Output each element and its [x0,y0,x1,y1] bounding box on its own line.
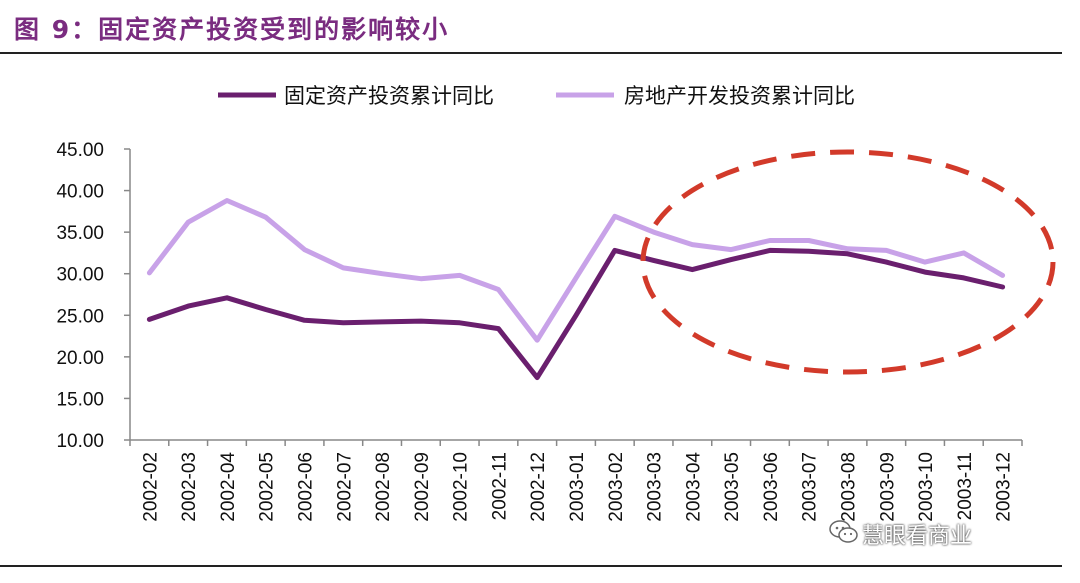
x-tick-label: 2002-12 [528,452,549,522]
x-tick-label: 2002-05 [257,452,278,522]
x-tick-label: 2003-11 [955,452,976,520]
watermark-text: 慧眼看商业 [862,524,973,549]
figure-title: 图 9：固定资产投资受到的影响较小 [14,15,450,44]
x-tick-label: 2003-09 [877,452,898,522]
y-tick-label: 35.00 [56,223,104,244]
x-tick-label: 2002-08 [373,452,394,522]
x-tick-label: 2003-01 [567,452,588,522]
x-tick-label: 2002-10 [451,452,472,522]
x-tick-label: 2002-03 [179,452,200,522]
x-tick-label: 2003-06 [761,452,782,522]
x-tick-label: 2002-11 [489,452,510,520]
wechat-icon [829,520,858,543]
highlight-ellipse [640,149,1056,375]
x-tick-label: 2003-12 [994,452,1015,522]
x-tick-label: 2002-04 [218,452,239,522]
x-tick-label: 2002-09 [412,452,433,522]
y-tick-label: 20.00 [56,348,104,369]
y-tick-label: 45.00 [56,140,104,161]
x-tick-label: 2003-04 [683,452,704,522]
x-tick-label: 2003-07 [800,452,821,522]
series-line-1 [146,247,1006,381]
y-tick-label: 10.00 [56,431,104,452]
legend-label-1: 固定资产投资累计同比 [284,84,494,108]
x-tick-label: 2002-07 [334,452,355,522]
top-rule [0,52,1062,54]
x-tick-label: 2003-02 [606,452,627,522]
y-tick-label: 40.00 [56,182,104,203]
series-lines [146,198,1006,381]
x-tick-label: 2003-10 [916,452,937,522]
y-tick-label: 30.00 [56,265,104,286]
x-tick-label: 2003-03 [645,452,666,522]
x-axis: 2002-02 2002-03 2002-04 2002-05 2002-06 2002-… [129,439,1023,522]
x-tick-label: 2003-05 [722,452,743,522]
legend-label-2: 房地产开发投资累计同比 [624,84,855,108]
x-tick-label: 2003-08 [838,452,859,522]
y-tick-label: 25.00 [56,306,104,327]
x-tick-label: 2002-02 [140,452,161,522]
bottom-rule [0,565,1062,567]
legend: 固定资产投资累计同比 房地产开发投资累计同比 [218,84,855,108]
x-tick-label: 2002-06 [296,452,317,522]
annotation-layer [640,149,1056,375]
y-axis: 10.00 15.00 20.00 25.00 30.00 35.00 40.00 45.00 [56,140,131,452]
series-line-2 [146,198,1006,343]
y-tick-label: 15.00 [56,389,104,410]
